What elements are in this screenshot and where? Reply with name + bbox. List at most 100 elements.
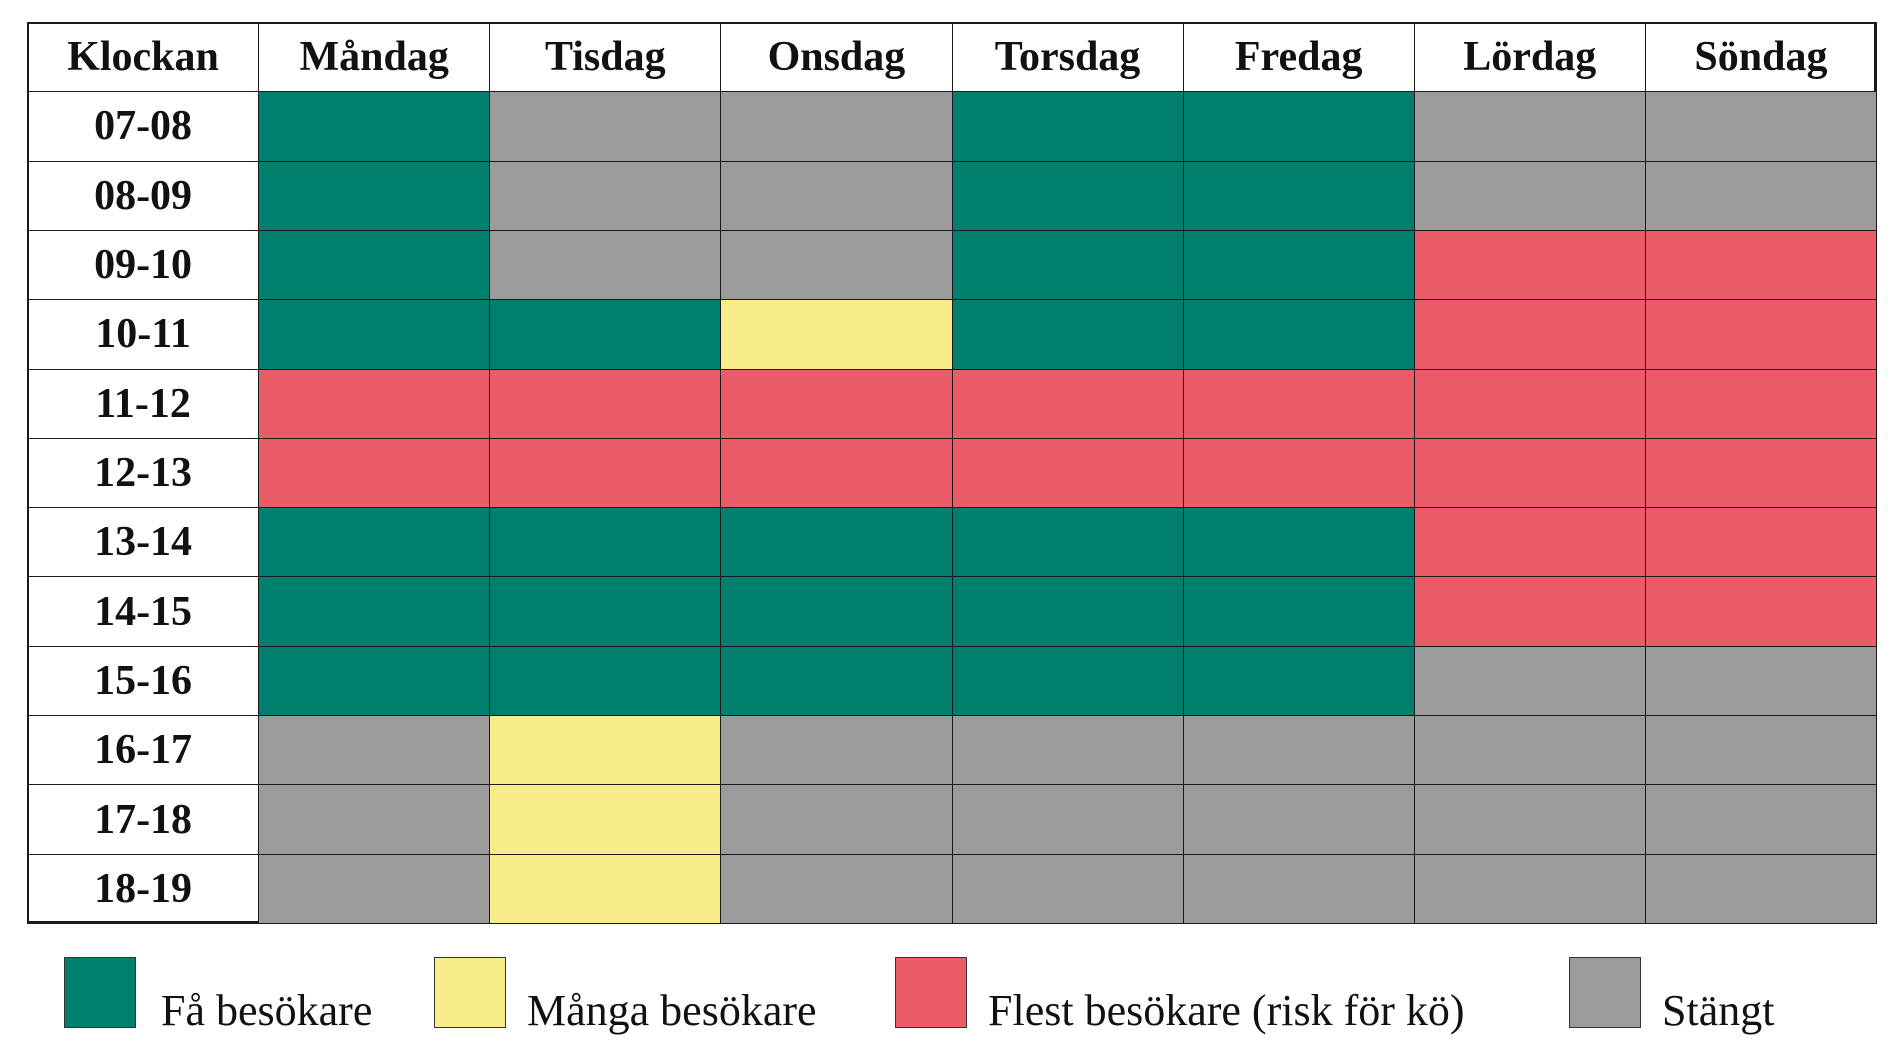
status-cell <box>720 645 953 717</box>
column-header: Måndag <box>258 22 491 93</box>
time-label: 14-15 <box>27 576 260 647</box>
time-label: 10-11 <box>27 299 260 370</box>
status-cell <box>258 576 491 647</box>
status-cell <box>258 368 491 439</box>
status-cell <box>489 368 722 439</box>
status-cell <box>951 229 1184 301</box>
status-cell <box>720 715 953 786</box>
status-cell <box>1644 299 1877 370</box>
time-label: 07-08 <box>27 91 260 162</box>
status-cell <box>258 853 491 924</box>
status-cell <box>258 715 491 786</box>
status-cell <box>1644 368 1877 439</box>
status-cell <box>489 299 722 370</box>
status-cell <box>1644 576 1877 647</box>
status-cell <box>1644 507 1877 578</box>
status-cell <box>1644 715 1877 786</box>
status-cell <box>1413 91 1646 162</box>
status-cell <box>1413 437 1646 509</box>
status-cell <box>489 437 722 509</box>
time-label: 13-14 <box>27 507 260 578</box>
status-cell <box>1644 91 1877 162</box>
time-label: 12-13 <box>27 437 260 509</box>
legend-swatch <box>895 957 967 1028</box>
legend-label: Många besökare <box>527 986 817 1035</box>
status-cell <box>1182 853 1415 924</box>
status-cell <box>1182 160 1415 231</box>
time-label: 08-09 <box>27 160 260 231</box>
status-cell <box>951 437 1184 509</box>
status-cell <box>720 784 953 855</box>
status-cell <box>951 715 1184 786</box>
status-cell <box>1182 576 1415 647</box>
status-cell <box>258 299 491 370</box>
status-cell <box>489 91 722 162</box>
column-header: Tisdag <box>489 22 722 93</box>
status-cell <box>489 715 722 786</box>
legend-swatch <box>434 957 506 1028</box>
status-cell <box>1644 853 1877 924</box>
status-cell <box>258 91 491 162</box>
column-header: Klockan <box>27 22 260 93</box>
status-cell <box>489 784 722 855</box>
status-cell <box>258 229 491 301</box>
status-cell <box>489 507 722 578</box>
status-cell <box>258 645 491 717</box>
status-cell <box>1413 160 1646 231</box>
column-header: Söndag <box>1644 22 1877 93</box>
status-cell <box>1182 507 1415 578</box>
time-label: 11-12 <box>27 368 260 439</box>
status-cell <box>720 160 953 231</box>
status-cell <box>1644 229 1877 301</box>
status-cell <box>1644 160 1877 231</box>
column-header: Torsdag <box>951 22 1184 93</box>
status-cell <box>1413 784 1646 855</box>
status-cell <box>258 784 491 855</box>
status-cell <box>1182 368 1415 439</box>
status-cell <box>720 437 953 509</box>
status-cell <box>258 160 491 231</box>
status-cell <box>951 507 1184 578</box>
legend-swatch <box>1569 957 1641 1028</box>
status-cell <box>1182 299 1415 370</box>
column-header: Onsdag <box>720 22 953 93</box>
legend-label: Flest besökare (risk för kö) <box>988 986 1465 1035</box>
status-cell <box>1182 645 1415 717</box>
status-cell <box>489 576 722 647</box>
status-cell <box>720 576 953 647</box>
status-cell <box>489 853 722 924</box>
status-cell <box>720 299 953 370</box>
status-cell <box>720 853 953 924</box>
status-cell <box>1182 229 1415 301</box>
status-cell <box>1413 507 1646 578</box>
time-label: 09-10 <box>27 229 260 301</box>
status-cell <box>1413 715 1646 786</box>
time-label: 16-17 <box>27 715 260 786</box>
status-cell <box>951 299 1184 370</box>
legend-label: Stängt <box>1662 986 1775 1035</box>
status-cell <box>1644 784 1877 855</box>
legend-label: Få besökare <box>161 986 373 1035</box>
legend-swatch <box>64 957 136 1028</box>
status-cell <box>1644 645 1877 717</box>
status-cell <box>1182 437 1415 509</box>
status-cell <box>720 229 953 301</box>
status-cell <box>951 91 1184 162</box>
status-cell <box>1182 784 1415 855</box>
time-label: 15-16 <box>27 645 260 717</box>
status-cell <box>1413 576 1646 647</box>
status-cell <box>1182 91 1415 162</box>
time-label: 17-18 <box>27 784 260 855</box>
status-cell <box>1413 229 1646 301</box>
status-cell <box>258 437 491 509</box>
status-cell <box>1644 437 1877 509</box>
status-cell <box>951 784 1184 855</box>
status-cell <box>1413 853 1646 924</box>
column-header: Lördag <box>1413 22 1646 93</box>
status-cell <box>489 645 722 717</box>
status-cell <box>951 160 1184 231</box>
status-cell <box>489 160 722 231</box>
status-cell <box>489 229 722 301</box>
status-cell <box>951 576 1184 647</box>
